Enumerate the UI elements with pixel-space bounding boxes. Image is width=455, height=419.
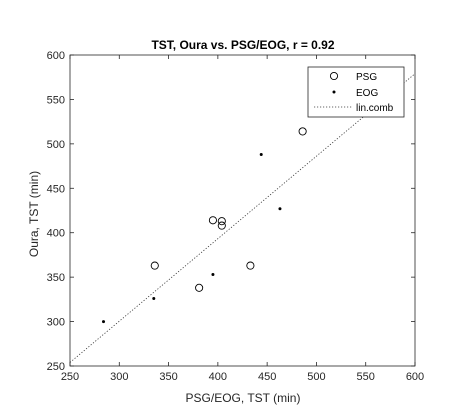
psg-point (150, 261, 159, 270)
x-tick-label: 300 (110, 371, 128, 383)
legend-eog-label: EOG (356, 88, 378, 99)
y-tick-label: 500 (47, 139, 65, 151)
x-axis: 250 300 350 400 450 500 550 600 (61, 55, 424, 383)
y-axis-label: Oura, TST (min) (27, 171, 41, 257)
psg-point (246, 261, 255, 270)
eog-point (102, 320, 106, 324)
y-tick-label: 300 (47, 317, 65, 329)
eog-point (259, 153, 263, 157)
legend-psg-label: PSG (356, 72, 377, 83)
eog-point (278, 207, 282, 211)
legend-psg-marker (329, 71, 339, 81)
psg-point (195, 283, 204, 292)
chart-title: TST, Oura vs. PSG/EOG, r = 0.92 (151, 38, 334, 52)
legend-eog-marker (332, 90, 336, 94)
y-tick-label: 550 (47, 94, 65, 106)
plot-area (69, 73, 416, 363)
y-tick-label: 350 (47, 272, 65, 284)
x-tick-label: 350 (159, 371, 177, 383)
legend-box (307, 66, 405, 118)
eog-point (152, 296, 156, 300)
x-tick-label: 600 (406, 371, 424, 383)
psg-point (298, 127, 307, 136)
legend: PSG EOG lin.comb (307, 66, 405, 118)
psg-point (217, 221, 226, 230)
y-tick-label: 450 (47, 183, 65, 195)
y-tick-label: 600 (47, 50, 65, 62)
y-axis: 250 300 350 400 450 500 550 600 (47, 50, 415, 373)
x-tick-label: 250 (61, 371, 79, 383)
eog-point (211, 272, 215, 276)
psg-point (217, 217, 226, 226)
psg-point (208, 216, 217, 225)
y-tick-label: 250 (47, 361, 65, 373)
x-axis-label: PSG/EOG, TST (min) (186, 391, 301, 405)
axes-frame (69, 54, 416, 367)
x-tick-label: 500 (307, 371, 325, 383)
legend-lincomb-label: lin.comb (356, 103, 394, 114)
y-tick-label: 400 (47, 228, 65, 240)
x-tick-label: 400 (209, 371, 227, 383)
x-tick-label: 550 (357, 371, 375, 383)
x-tick-label: 450 (258, 371, 276, 383)
